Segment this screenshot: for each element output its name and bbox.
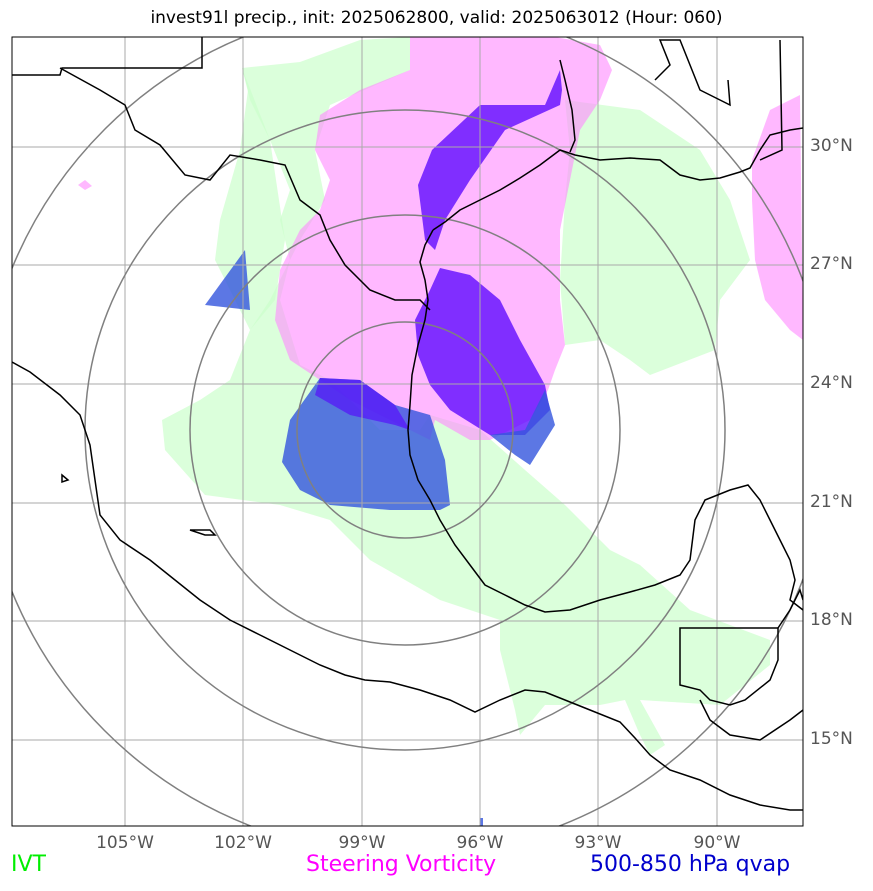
lat-label-24n: 24°N — [810, 373, 853, 393]
lon-label-90w: 90°W — [693, 833, 741, 853]
lon-label-96w: 96°W — [456, 833, 504, 853]
lon-label-105w: 105°W — [96, 833, 154, 853]
lon-label-93w: 93°W — [574, 833, 622, 853]
lat-label-30n: 30°N — [810, 136, 853, 156]
map-frame — [11, 36, 804, 827]
lat-label-21n: 21°N — [810, 492, 853, 512]
coastlines — [12, 37, 803, 811]
lon-label-102w: 102°W — [214, 833, 272, 853]
map-title: invest91l precip., init: 2025062800, val… — [150, 8, 723, 28]
vorticity-field — [78, 37, 803, 440]
graticule — [12, 37, 803, 826]
legend-steering-vorticity: Steering Vorticity — [306, 852, 497, 877]
lat-label-18n: 18°N — [810, 610, 853, 630]
legend-qvap: 500-850 hPa qvap — [590, 852, 791, 877]
lon-label-99w: 99°W — [338, 833, 386, 853]
lat-label-15n: 15°N — [810, 729, 853, 749]
lat-label-27n: 27°N — [810, 254, 853, 274]
legend-ivt: IVT — [11, 852, 46, 877]
